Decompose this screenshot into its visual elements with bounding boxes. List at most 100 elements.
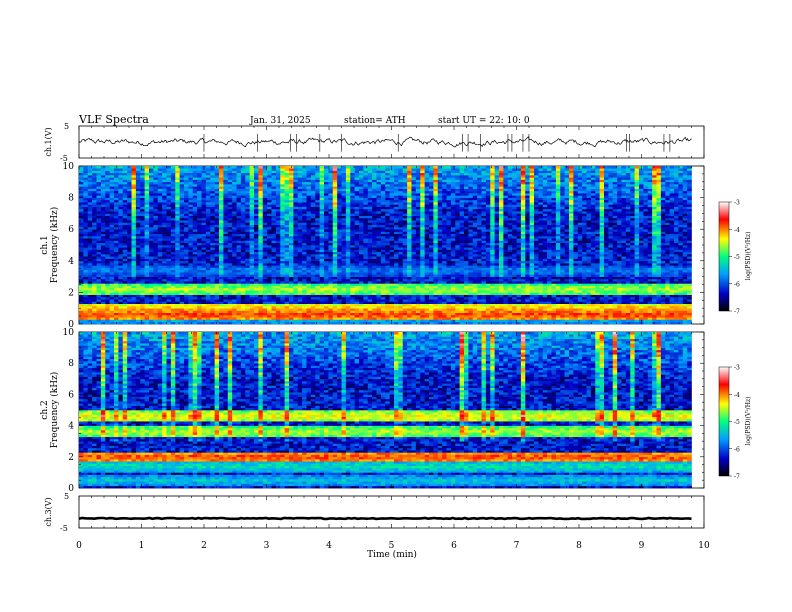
spectrogram-cell (398, 315, 403, 318)
spectrogram-cell (311, 281, 316, 284)
spectrogram-cell (503, 292, 508, 295)
spectrogram-cell (639, 274, 644, 277)
spectrogram-cell (565, 310, 570, 313)
spectrogram-cell (88, 243, 93, 246)
spectrogram-cell (145, 292, 150, 295)
spectrogram-cell (372, 256, 377, 259)
spectrogram-cell (140, 261, 145, 264)
spectrogram-cell (398, 322, 403, 325)
spectrogram-cell (552, 272, 557, 275)
spectrogram-cell (530, 310, 535, 313)
spectrogram-cell (517, 290, 522, 293)
spectrogram-cell (630, 283, 635, 286)
spectrogram-cell (517, 279, 522, 282)
spectrogram-cell (525, 270, 530, 273)
spectrogram-cell (350, 268, 355, 271)
spectrogram-cell (193, 319, 198, 322)
spectrogram-cell (324, 322, 329, 325)
spectrogram-cell (678, 306, 683, 309)
spectrogram-cell (97, 274, 102, 277)
spectrogram-cell (608, 283, 613, 286)
spectrogram-cell (267, 301, 272, 304)
spectrogram-cell (582, 288, 587, 291)
spectrogram-cell (298, 256, 303, 259)
spectrogram-cell (136, 306, 141, 309)
spectrogram-cell (228, 270, 233, 273)
spectrogram-cell (604, 259, 609, 262)
spectrogram-cell (188, 313, 193, 316)
spectrogram-cell (587, 322, 592, 325)
spectrogram-cell (600, 283, 605, 286)
spectrogram-cell (486, 317, 491, 320)
spectrogram-cell (591, 247, 596, 250)
spectrogram-cell (272, 292, 277, 295)
spectrogram-cell (328, 263, 333, 266)
spectrogram-cell (556, 281, 561, 284)
spectrogram-cell (517, 250, 522, 253)
spectrogram-cell (206, 281, 211, 284)
spectrogram-cell (105, 286, 110, 289)
spectrogram-cell (547, 265, 552, 268)
spectrogram-cell (311, 308, 316, 311)
spectrogram-cell (573, 286, 578, 289)
spectrogram-cell (289, 306, 294, 309)
spectrogram-cell (307, 283, 312, 286)
spectrogram-cell (267, 252, 272, 255)
spectrogram-cell (412, 256, 417, 259)
spectrogram-cell (530, 317, 535, 320)
spectrogram-cell (661, 279, 666, 282)
spectrogram-cell (219, 259, 224, 262)
spectrogram-cell (525, 308, 530, 311)
spectrogram-cell (245, 301, 250, 304)
spectrogram-cell (587, 256, 592, 259)
spectrogram-cell (608, 299, 613, 302)
spectrogram-cell (683, 268, 688, 271)
spectrogram-cell (167, 270, 172, 273)
spectrogram-cell (79, 292, 84, 295)
spectrogram-cell (508, 299, 513, 302)
spectrogram-cell (368, 306, 373, 309)
spectrogram-cell (320, 288, 325, 291)
spectrogram-cell (215, 270, 220, 273)
spectrogram-cell (657, 268, 662, 271)
spectrogram-cell (333, 274, 338, 277)
spectrogram-cell (416, 270, 421, 273)
spectrogram-cell (665, 272, 670, 275)
spectrogram-cell (210, 306, 215, 309)
spectrogram-cell (258, 290, 263, 293)
spectrogram-cell (324, 288, 329, 291)
spectrogram-cell (477, 281, 482, 284)
spectrogram-cell (359, 290, 364, 293)
spectrogram-cell (530, 259, 535, 262)
spectrogram-cell (565, 301, 570, 304)
spectrogram-cell (136, 310, 141, 313)
spectrogram-cell (337, 288, 342, 291)
spectrogram-cell (171, 265, 176, 268)
spectrogram-cell (223, 292, 228, 295)
spectrogram-cell (188, 245, 193, 248)
spectrogram-cell (285, 277, 290, 280)
spectrogram-cell (464, 317, 469, 320)
spectrogram-cell (433, 313, 438, 316)
spectrogram-cell (145, 317, 150, 320)
spectrogram-cell (468, 308, 473, 311)
spectrogram-cell (595, 270, 600, 273)
spectrogram-cell (293, 288, 298, 291)
spectrogram-cell (648, 306, 653, 309)
spectrogram-cell (630, 245, 635, 248)
spectrogram-cell (613, 256, 618, 259)
spectrogram-cell (674, 295, 679, 298)
spectrogram-cell (272, 301, 277, 304)
spectrogram-cell (429, 306, 434, 309)
spectrogram-cell (197, 283, 202, 286)
spectrogram-cell (438, 243, 443, 246)
spectrogram-cell (92, 247, 97, 250)
spectrogram-cell (521, 259, 526, 262)
spectrogram-cell (254, 313, 259, 316)
spectrogram-cell (184, 286, 189, 289)
spectrogram-cell (468, 270, 473, 273)
spectrogram-cell (521, 286, 526, 289)
spectrogram-cell (175, 304, 180, 307)
spectrogram-cell (114, 286, 119, 289)
spectrogram-cell (88, 288, 93, 291)
